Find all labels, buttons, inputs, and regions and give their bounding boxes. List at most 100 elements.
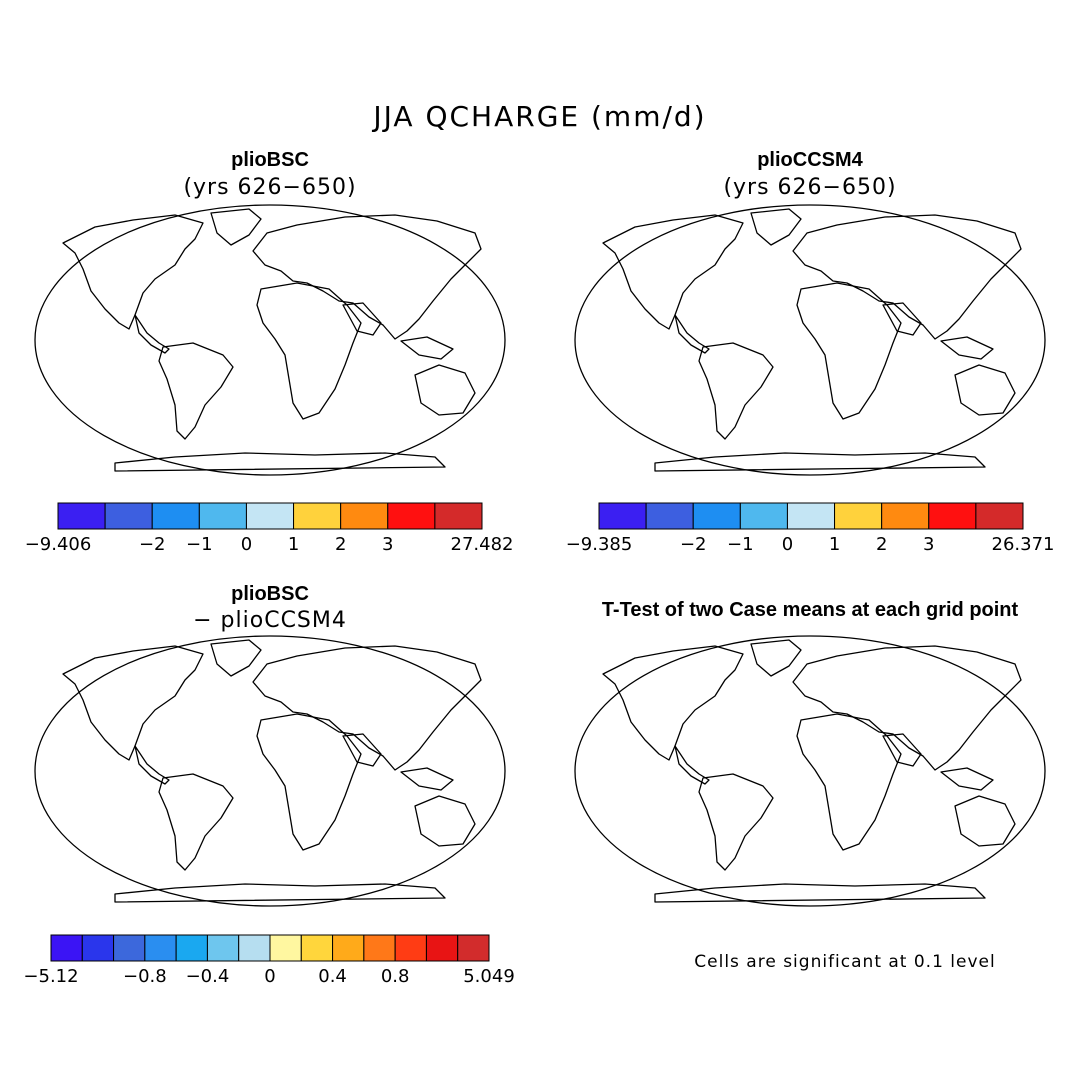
grid-cell (63, 223, 71, 232)
grid-cell (503, 879, 512, 888)
grid-cell (962, 209, 971, 214)
grid-cell (603, 466, 611, 471)
grid-cell (98, 640, 107, 645)
grid-cell (63, 214, 71, 223)
grid-cell (467, 870, 476, 879)
grid-cell (603, 250, 611, 259)
panel-subtitle: − plioCCSM4 (193, 608, 347, 633)
grid-cell (620, 439, 629, 448)
grid-cell (116, 209, 125, 214)
grid-cell (458, 214, 467, 223)
grid-cell (35, 708, 44, 717)
grid-cell (458, 457, 467, 466)
grid-cell (1043, 439, 1052, 448)
colorbar-swatch (57, 502, 106, 530)
grid-cell (1016, 259, 1021, 268)
grid-cell (494, 888, 503, 897)
grid-cell (593, 466, 602, 475)
grid-cell (494, 663, 503, 672)
grid-cell (476, 250, 481, 259)
grid-cell (350, 897, 359, 902)
grid-cell (620, 209, 629, 214)
grid-cell (1034, 466, 1043, 475)
grid-cell (53, 250, 62, 259)
grid-cell (179, 640, 188, 645)
grid-cell (503, 367, 512, 376)
grid-cell (116, 448, 125, 457)
grid-cell (35, 250, 44, 259)
grid-cell (71, 645, 80, 654)
grid-cell (494, 214, 503, 223)
grid-cell (710, 209, 719, 214)
grid-cell (647, 214, 656, 223)
grid-cell (998, 232, 1007, 241)
grid-cell (63, 870, 71, 879)
grid-cell (107, 214, 116, 223)
grid-cell (89, 214, 98, 223)
grid-cell (44, 268, 53, 277)
grid-cell (107, 640, 116, 645)
grid-cell (35, 421, 44, 430)
grid-cell (413, 223, 422, 232)
grid-cell (584, 448, 593, 457)
grid-cell (449, 663, 458, 672)
grid-cell (63, 879, 71, 888)
colorbar-swatch (834, 502, 883, 530)
grid-cell (440, 209, 449, 214)
grid-cell (503, 807, 512, 816)
grid-cell (593, 448, 602, 457)
grid-cell (584, 250, 593, 259)
grid-cell (458, 421, 467, 430)
grid-cell (476, 457, 481, 466)
grid-cell (449, 645, 458, 654)
grid-cell (494, 439, 503, 448)
grid-cell (1034, 457, 1043, 466)
colorbar-swatch (394, 934, 427, 962)
grid-cell (647, 448, 656, 457)
grid-cell (1034, 421, 1043, 430)
grid-cell (584, 241, 593, 250)
grid-cell (971, 223, 980, 232)
grid-cell (485, 430, 494, 439)
grid-cell (1025, 250, 1034, 259)
grid-cell (603, 223, 611, 232)
grid-cell (35, 214, 44, 223)
grid-cell (449, 209, 458, 214)
colorbar-tick-label: −9.406 (25, 534, 92, 555)
grid-cell (926, 457, 935, 466)
grid-cell (998, 457, 1007, 466)
colorbar-swatch (113, 934, 146, 962)
grid-cell (89, 466, 98, 471)
grid-cell (404, 888, 413, 897)
grid-cell (44, 421, 53, 430)
grid-cell (494, 259, 503, 268)
grid-cell (494, 852, 503, 861)
grid-cell (377, 209, 386, 214)
grid-cell (89, 897, 98, 902)
grid-cell (575, 645, 584, 654)
grid-cell (35, 466, 44, 475)
grid-cell (350, 640, 359, 645)
grid-cell (476, 259, 481, 268)
grid-cell (485, 448, 494, 457)
grid-cell (485, 690, 494, 699)
grid-cell (53, 241, 62, 250)
grid-cell (80, 870, 89, 879)
grid-cell (503, 663, 512, 672)
grid-cell (494, 897, 503, 906)
grid-cell (1025, 448, 1034, 457)
colorbar-swatch (198, 502, 247, 530)
grid-cell (1043, 376, 1052, 385)
grid-cell (80, 430, 89, 439)
grid-cell (998, 466, 1007, 471)
grid-cell (603, 690, 611, 699)
grid-cell (53, 466, 62, 475)
grid-cell (35, 241, 44, 250)
grid-cell (63, 645, 71, 654)
grid-cell (44, 699, 53, 708)
grid-cell (53, 430, 62, 439)
grid-cell (674, 209, 683, 214)
panel-plioccsm4: plioCCSM4 (yrs 626−650) −9.385 −2 −1 0 1 2 3 26… (566, 149, 1055, 555)
grid-cell (63, 897, 71, 902)
grid-cell (467, 457, 476, 466)
